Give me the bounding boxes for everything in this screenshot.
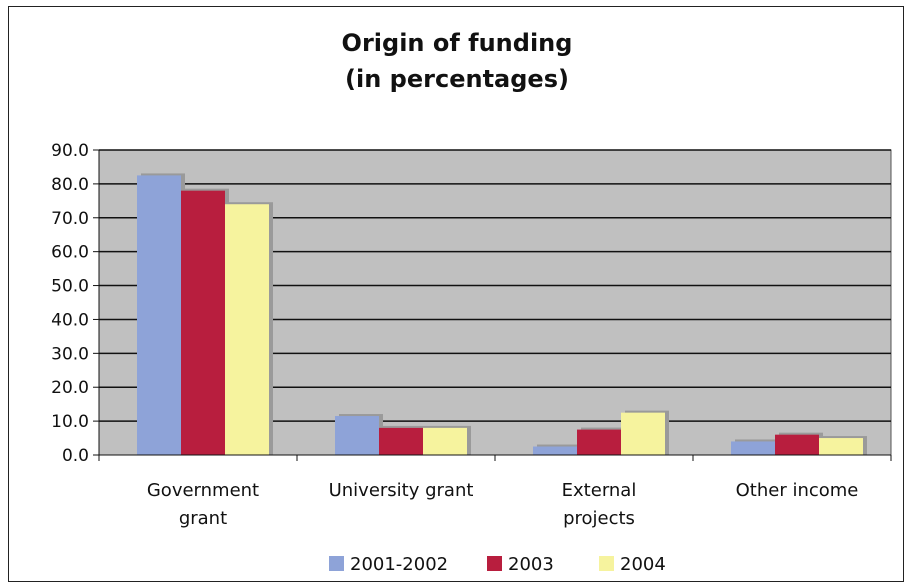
x-category-label: External: [562, 480, 637, 501]
bar: [181, 190, 225, 455]
y-tick-label: 80.0: [51, 175, 89, 195]
y-tick-label: 0.0: [62, 446, 89, 466]
y-tick-label: 60.0: [51, 243, 89, 263]
funding-bar-chart: Origin of funding (in percentages) 0.0 10…: [51, 29, 892, 575]
y-axis: 0.0 10.0 20.0 30.0 40.0 50.0 60.0 70.0 80.0 90.0: [51, 141, 100, 466]
legend-label: 2003: [508, 554, 554, 575]
bar: [335, 416, 379, 455]
x-category-label: Other income: [736, 480, 859, 501]
bar: [621, 412, 665, 455]
chart-title-line-2: (in percentages): [345, 65, 569, 93]
x-category-label: grant: [179, 508, 227, 529]
legend-label: 2004: [620, 554, 666, 575]
bar: [533, 446, 577, 455]
bar: [819, 438, 863, 455]
bar: [731, 441, 775, 455]
y-tick-label: 90.0: [51, 141, 89, 161]
x-category-label: projects: [563, 508, 635, 529]
bar: [225, 204, 269, 455]
y-tick-label: 40.0: [51, 310, 89, 330]
y-tick-label: 10.0: [51, 412, 89, 432]
y-tick-label: 50.0: [51, 277, 89, 297]
x-category-label: University grant: [329, 480, 474, 501]
x-axis: Government grant University grant External p…: [98, 454, 892, 529]
legend: 2001-2002 2003 2004: [329, 554, 666, 575]
x-category-label: Government: [147, 480, 259, 501]
bar: [577, 429, 621, 455]
chart-title: Origin of funding (in percentages): [342, 29, 573, 93]
legend-entry: 2004: [599, 554, 666, 575]
bar: [379, 427, 423, 455]
bar: [423, 427, 467, 455]
chart-title-line-1: Origin of funding: [342, 29, 573, 57]
legend-swatch: [599, 556, 614, 571]
y-tick-label: 30.0: [51, 344, 89, 364]
bars: [137, 173, 867, 455]
legend-swatch: [487, 556, 502, 571]
bar: [137, 175, 181, 455]
legend-label: 2001-2002: [350, 554, 448, 575]
y-tick-label: 20.0: [51, 378, 89, 398]
legend-entry: 2001-2002: [329, 554, 448, 575]
legend-entry: 2003: [487, 554, 554, 575]
y-tick-label: 70.0: [51, 209, 89, 229]
legend-swatch: [329, 556, 344, 571]
chart-frame: Origin of funding (in percentages) 0.0 10…: [8, 6, 904, 582]
bar: [775, 434, 819, 455]
